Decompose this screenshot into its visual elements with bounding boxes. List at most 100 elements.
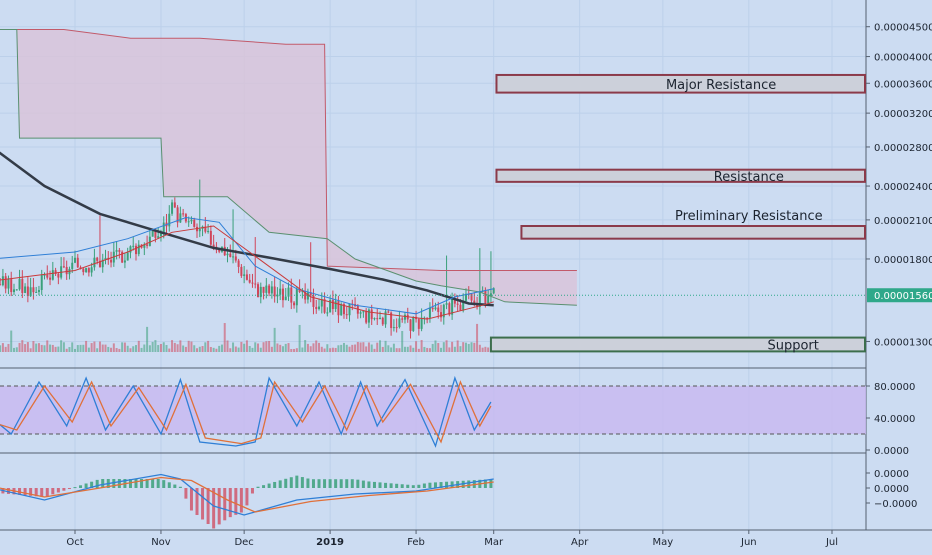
macd-histogram-bar bbox=[128, 479, 132, 488]
macd-histogram-bar bbox=[34, 488, 38, 497]
candle-body bbox=[426, 317, 429, 319]
candle-body bbox=[146, 244, 149, 246]
volume-bar bbox=[351, 344, 354, 352]
macd-histogram-bar bbox=[406, 484, 410, 488]
macd-histogram-bar bbox=[411, 485, 415, 488]
macd-line-signal-line bbox=[0, 476, 494, 513]
macd-histogram-bar bbox=[278, 480, 282, 488]
stochastic-axis-label: 80.0000 bbox=[874, 382, 915, 393]
volume-bar bbox=[362, 342, 365, 352]
volume-bar bbox=[232, 342, 235, 352]
macd-histogram-bar bbox=[167, 482, 171, 488]
candle-body bbox=[262, 286, 265, 293]
volume-bar bbox=[10, 330, 13, 352]
price-axis-label: 0.00001300 bbox=[874, 337, 932, 348]
candle-body bbox=[423, 317, 426, 319]
candle-body bbox=[93, 257, 96, 268]
candle-body bbox=[323, 299, 326, 313]
volume-bar bbox=[198, 346, 201, 352]
volume-bar bbox=[473, 342, 476, 352]
zone-label: Preliminary Resistance bbox=[675, 209, 823, 224]
volume-bar bbox=[445, 340, 448, 352]
candle-body bbox=[196, 226, 199, 232]
candle-body bbox=[312, 295, 315, 307]
volume-bar bbox=[98, 341, 101, 352]
volume-bar bbox=[7, 343, 10, 352]
volume-bar bbox=[101, 344, 104, 352]
volume-bar bbox=[334, 347, 337, 352]
volume-bar bbox=[179, 340, 182, 352]
volume-bar bbox=[49, 344, 52, 352]
macd-axis-label: 0.0000 bbox=[874, 469, 909, 480]
candle-body bbox=[209, 230, 212, 245]
candle-body bbox=[359, 312, 362, 314]
candle-body bbox=[176, 207, 179, 223]
macd-histogram-bar bbox=[422, 483, 426, 488]
time-axis-label: Oct bbox=[66, 537, 83, 548]
candle-body bbox=[143, 244, 146, 248]
candle-body bbox=[487, 295, 490, 304]
candle-body bbox=[431, 307, 434, 310]
candle-body bbox=[132, 245, 135, 247]
volume-bar bbox=[257, 343, 260, 352]
candle-body bbox=[287, 287, 290, 297]
macd-histogram-bar bbox=[378, 482, 382, 488]
volume-bar bbox=[240, 341, 243, 352]
volume-bar bbox=[298, 324, 301, 352]
candle-body bbox=[126, 252, 129, 261]
macd-histogram-bar bbox=[223, 488, 227, 521]
candle-body bbox=[304, 291, 307, 300]
candle-body bbox=[254, 283, 257, 285]
macd-histogram-bar bbox=[228, 488, 232, 518]
candle-body bbox=[403, 314, 406, 320]
volume-bar bbox=[251, 347, 254, 352]
candle-body bbox=[29, 287, 32, 297]
macd-histogram-bar bbox=[173, 484, 177, 488]
volume-bar bbox=[273, 327, 276, 352]
volume-bar bbox=[65, 348, 68, 352]
candle-body bbox=[459, 304, 462, 311]
candle-body bbox=[104, 257, 107, 260]
volume-bar bbox=[359, 342, 362, 352]
volume-bar bbox=[456, 340, 459, 352]
candle-body bbox=[123, 260, 126, 263]
candle-body bbox=[198, 228, 201, 232]
volume-bar bbox=[168, 348, 171, 352]
volume-bar bbox=[431, 343, 434, 352]
volume-bar bbox=[295, 348, 298, 352]
zone-major-resistance[interactable] bbox=[495, 73, 866, 94]
volume-bar bbox=[254, 342, 257, 352]
volume-bar bbox=[207, 340, 210, 352]
volume-bar bbox=[1, 343, 4, 352]
candle-body bbox=[268, 285, 271, 294]
macd-histogram-bar bbox=[400, 484, 404, 488]
candle-body bbox=[118, 250, 121, 252]
macd-histogram-bar bbox=[361, 480, 365, 488]
zone-preliminary-resistance[interactable] bbox=[520, 224, 867, 240]
volume-bar bbox=[196, 348, 199, 352]
candle-body bbox=[348, 303, 351, 316]
macd-histogram-bar bbox=[189, 488, 193, 511]
candle-body bbox=[245, 274, 248, 280]
time-axis-label: May bbox=[653, 537, 674, 548]
candle-body bbox=[384, 311, 387, 325]
time-axis-label: 2019 bbox=[316, 537, 344, 548]
volume-bar bbox=[448, 347, 451, 352]
candle-body bbox=[137, 244, 140, 255]
volume-bar bbox=[107, 346, 110, 352]
candle-body bbox=[187, 221, 190, 223]
volume-bar bbox=[21, 340, 24, 352]
candle-body bbox=[54, 270, 57, 274]
time-axis-label: Apr bbox=[571, 537, 589, 548]
volume-bar bbox=[26, 342, 29, 352]
candle-body bbox=[12, 289, 15, 293]
volume-bar bbox=[184, 346, 187, 352]
price-axis-label: 0.00002400 bbox=[874, 182, 932, 193]
volume-bar bbox=[354, 344, 357, 352]
macd-axis-label: −0.0000 bbox=[874, 499, 917, 510]
zone-resistance[interactable] bbox=[495, 168, 866, 183]
zone-support[interactable] bbox=[489, 336, 866, 353]
volume-bar bbox=[112, 343, 115, 352]
